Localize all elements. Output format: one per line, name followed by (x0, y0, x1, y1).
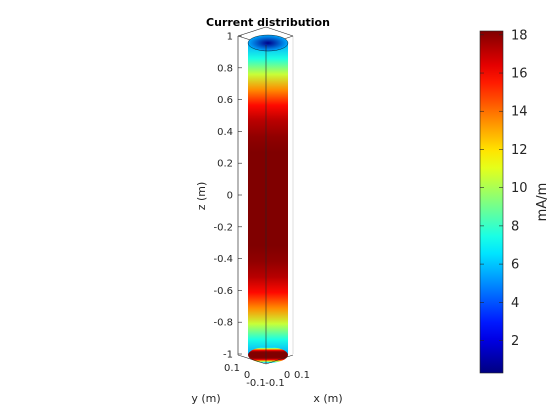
colorbar-label: mA/m (535, 183, 550, 222)
y-axis-label: y (m) (191, 392, 220, 405)
colorbar-tick-label: 18 (511, 28, 528, 43)
z-tick-label: 1 (227, 32, 233, 43)
colorbar-tick-label: 6 (511, 258, 519, 273)
colorbar-tick-label: 8 (511, 219, 519, 234)
z-axis-label: z (m) (195, 182, 208, 211)
colorbar (479, 30, 504, 374)
z-tick-label: 0 (227, 191, 233, 202)
x-tick-label: -0.1 (265, 378, 285, 389)
x-tick-label: 0.1 (294, 370, 310, 381)
colorbar-tick-label: 10 (511, 181, 528, 196)
z-tick-label: 0.4 (217, 127, 233, 138)
z-tick-label: 0.6 (217, 95, 233, 106)
z-tick-label: -0.8 (213, 318, 233, 329)
y-tick-label: -0.1 (246, 378, 266, 389)
colorbar-tick-label: 16 (511, 67, 528, 82)
x-axis-label: x (m) (313, 392, 342, 405)
y-tick-label: 0 (244, 370, 250, 381)
colorbar-tick-label: 2 (511, 334, 519, 349)
z-tick-label: -0.2 (213, 222, 233, 233)
colorbar-tick-label: 14 (511, 105, 528, 120)
cylinder-surface (248, 43, 288, 355)
colorbar-tick-label: 4 (511, 296, 519, 311)
z-tick-label: -0.6 (213, 286, 233, 297)
axes-box-front (237, 36, 294, 365)
colorbar-tick-label: 12 (511, 143, 528, 158)
z-tick-label: 0.8 (217, 63, 233, 74)
cylinder-bottom (248, 347, 288, 363)
cylinder-top-cap (247, 34, 289, 52)
z-tick-label: -1 (223, 350, 233, 361)
z-axis-ticks: 1 0.8 0.6 0.4 0.2 0 -0.2 -0.4 -0.6 -0.8 -1 (213, 32, 242, 361)
chart-title: Current distribution (206, 16, 330, 29)
y-tick-label: 0.1 (224, 363, 240, 374)
z-tick-label: -0.4 (213, 254, 233, 265)
colorbar-ticks: 18 16 14 12 10 8 6 4 2 (480, 28, 528, 349)
z-tick-label: 0.2 (217, 159, 233, 170)
x-tick-label: 0 (284, 370, 290, 381)
